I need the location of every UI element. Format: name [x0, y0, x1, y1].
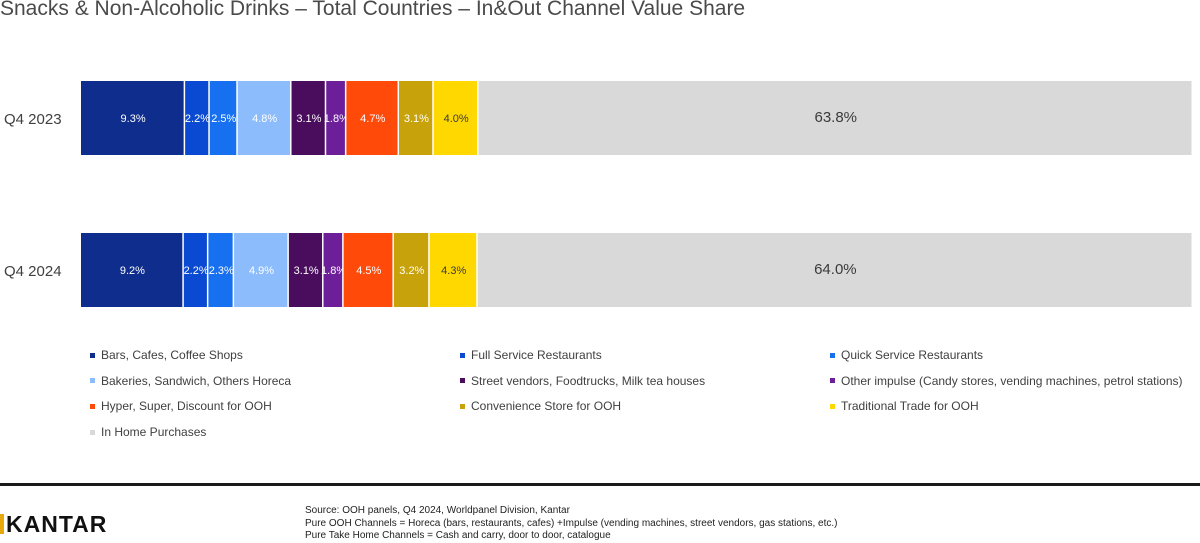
bar-segment — [208, 233, 233, 307]
logo-text: KANTAR — [6, 511, 108, 537]
legend-item: Full Service Restaurants — [460, 348, 602, 362]
legend-label: Other impulse (Candy stores, vending mac… — [841, 373, 1183, 388]
bar-segment — [234, 233, 288, 307]
bar-segment — [185, 81, 209, 155]
legend-swatch — [90, 429, 95, 435]
legend-item: Bakeries, Sandwich, Others Horeca — [90, 374, 291, 388]
footer-take-home-definition: Pure Take Home Channels = Cash and carry… — [305, 530, 611, 541]
legend-item: Traditional Trade for OOH — [830, 399, 979, 413]
legend-label: Traditional Trade for OOH — [841, 399, 979, 414]
bar-segment — [183, 233, 207, 307]
bar-segment — [346, 81, 398, 155]
data-label: 4.8% — [252, 113, 277, 125]
bar-segment — [393, 233, 429, 307]
category-label: Q4 2024 — [4, 263, 62, 280]
legend-item: In Home Purchases — [90, 425, 206, 439]
bar-segment — [343, 233, 393, 307]
bar-segment — [81, 81, 184, 155]
legend-label: Bakeries, Sandwich, Others Horeca — [101, 373, 292, 388]
category-label: Q4 2023 — [4, 111, 62, 128]
data-label: 64.0% — [814, 261, 857, 278]
data-label: 4.3% — [441, 265, 466, 277]
data-label: 3.1% — [294, 265, 319, 277]
legend-item: Street vendors, Foodtrucks, Milk tea hou… — [460, 374, 705, 388]
data-label: 3.2% — [399, 265, 424, 277]
legend-swatch — [830, 403, 835, 409]
legend-label: Hyper, Super, Discount for OOH — [101, 399, 272, 414]
bar-segment — [323, 233, 343, 307]
footer-notes: Source: OOH panels, Q4 2024, Worldpanel … — [305, 505, 837, 543]
bar-segment — [477, 233, 1192, 307]
bar-segment — [429, 233, 477, 307]
legend-label: Quick Service Restaurants — [841, 348, 984, 362]
data-label: 2.2% — [185, 113, 210, 125]
kantar-logo: KANTAR — [0, 511, 107, 538]
data-label: 63.8% — [814, 109, 857, 126]
data-label: 9.3% — [121, 113, 146, 125]
stacked-bar-chart: Q4 2023 9.3% 2.2% 2.5% 4.8% 3.1% 1.8% 4.7% 3.1% 4… — [4, 81, 1192, 307]
legend-label: In Home Purchases — [101, 425, 207, 440]
bar-segment — [478, 81, 1192, 155]
footer-source: Source: OOH panels, Q4 2024, Worldpanel … — [305, 505, 570, 516]
bar-segment — [288, 233, 323, 307]
data-label: 1.8% — [321, 265, 346, 277]
legend-item: Bars, Cafes, Coffee Shops — [90, 348, 243, 362]
legend-swatch — [460, 403, 465, 409]
legend-item: Hyper, Super, Discount for OOH — [90, 399, 272, 413]
chart-title: Snacks & Non-Alcoholic Drinks – Total Co… — [0, 0, 746, 20]
data-label: 4.0% — [444, 113, 469, 125]
data-label: 4.7% — [360, 113, 385, 125]
legend-item: Quick Service Restaurants — [830, 348, 983, 362]
data-label: 2.3% — [209, 265, 234, 277]
bar-segment — [291, 81, 325, 155]
footer-ooh-definition: Pure OOH Channels = Horeca (bars, restau… — [305, 517, 838, 529]
legend-item: Convenience Store for OOH — [460, 399, 621, 413]
footer-divider — [0, 483, 1200, 486]
data-label: 2.2% — [184, 265, 209, 277]
bar-segment — [399, 81, 433, 155]
legend-item: Other impulse (Candy stores, vending mac… — [830, 374, 1183, 388]
bar-segment — [209, 81, 237, 155]
legend-swatch — [90, 378, 95, 384]
legend-swatch — [460, 378, 465, 384]
data-label: 2.5% — [211, 113, 236, 125]
bar-segment — [326, 81, 345, 155]
bar-segment — [81, 233, 183, 307]
data-label: 9.2% — [120, 265, 145, 277]
legend-label: Convenience Store for OOH — [471, 399, 622, 414]
data-label: 4.9% — [249, 265, 274, 277]
bar-segment — [433, 81, 478, 155]
legend-swatch — [90, 403, 95, 409]
legend-swatch — [830, 378, 835, 384]
legend-label: Full Service Restaurants — [471, 348, 602, 362]
data-label: 3.1% — [296, 113, 321, 125]
bar-segment — [237, 81, 291, 155]
legend-label: Bars, Cafes, Coffee Shops — [101, 348, 243, 362]
logo-mark-icon — [0, 514, 4, 534]
data-label: 4.5% — [356, 265, 381, 277]
legend-swatch — [90, 352, 95, 358]
data-label: 1.8% — [324, 113, 349, 125]
legend-swatch — [830, 352, 835, 358]
legend-swatch — [460, 352, 465, 358]
legend-label: Street vendors, Foodtrucks, Milk tea hou… — [471, 373, 706, 388]
data-label: 3.1% — [404, 113, 429, 125]
